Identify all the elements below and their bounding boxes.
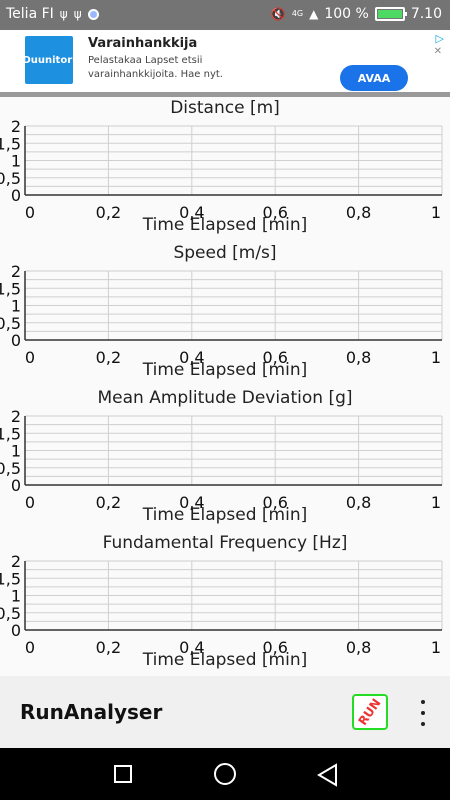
x-axis-label: Time Elapsed [min] [142, 505, 308, 525]
chart-plot: 00,511,520 0,2 0,4 0,6 0,8 1 [0, 552, 443, 657]
x-tick-label: 1 [431, 493, 441, 512]
chart-title: Fundamental Frequency [Hz] [102, 533, 348, 553]
y-tick-label: 0,5 [0, 314, 21, 333]
overflow-menu-icon[interactable] [414, 700, 432, 726]
usb-debug-icon: ψ [73, 7, 82, 21]
chart-plot: 00,511,520 0,2 0,4 0,6 0,8 1 [0, 117, 443, 222]
adchoices-icon[interactable]: ▷ [435, 32, 444, 45]
app-notification-icon [87, 8, 99, 20]
y-tick-label: 2 [11, 552, 21, 571]
close-icon[interactable]: ✕ [433, 46, 442, 57]
back-triangle-icon[interactable] [316, 763, 340, 787]
ad-description[interactable]: Pelastakaa Lapset etsii varainhankkijoit… [88, 55, 223, 80]
y-tick-label: 0,5 [0, 169, 21, 188]
status-bar: Telia FI ψ ψ 🔇 4G ▲ 100 % 7.10 [0, 0, 450, 30]
chart-1: Distance [m] 0 0,5 1 1,5 2 0 0,2 0,4 0,6 0,8 1 Time … [0, 98, 450, 243]
chart-title: Speed [m/s] [173, 243, 277, 263]
y-tick-label: 0,5 [0, 604, 21, 623]
ad-open-button[interactable]: AVAA [340, 65, 408, 91]
x-tick-label: 0,6 [262, 203, 287, 222]
x-tick-label: 0,8 [346, 203, 371, 222]
x-tick-label: 0,4 [179, 203, 204, 222]
x-tick-label: 0,2 [96, 493, 121, 512]
x-tick-label: 1 [431, 348, 441, 367]
x-tick-label: 0 [25, 203, 35, 222]
x-tick-label: 0,8 [346, 493, 371, 512]
x-tick-label: 0,6 [262, 348, 287, 367]
x-tick-label: 0,6 [262, 638, 287, 657]
chart-4: Fundamental Frequency [Hz] 0 0,5 1 1,5 2 0 0,2 0… [0, 533, 450, 678]
chart-2: Speed [m/s] 0 0,5 1 1,5 2 0 0,2 0,4 0,6 0,8 1 Time E… [0, 243, 450, 388]
y-tick-label: 2 [11, 117, 21, 136]
y-tick-label: 1,5 [0, 569, 21, 588]
x-tick-label: 0,6 [262, 493, 287, 512]
y-tick-label: 0 [11, 476, 21, 495]
home-circle-icon[interactable] [214, 763, 236, 785]
x-tick-label: 0,2 [96, 203, 121, 222]
y-tick-label: 2 [11, 262, 21, 281]
x-tick-label: 0,8 [346, 348, 371, 367]
ad-divider [0, 92, 450, 97]
clock: 7.10 [410, 6, 442, 22]
x-axis-label: Time Elapsed [min] [142, 215, 308, 235]
x-tick-label: 1 [431, 203, 441, 222]
bottom-app-bar: RunAnalyser RUN [0, 676, 450, 748]
run-button[interactable]: RUN [352, 694, 388, 730]
ad-title[interactable]: Varainhankkija [88, 36, 198, 51]
x-tick-label: 0,4 [179, 493, 204, 512]
x-tick-label: 0,8 [346, 638, 371, 657]
battery-percent: 100 % [324, 6, 369, 22]
chart-3: Mean Amplitude Deviation [g] 0 0,5 1 1,5 2 0 0,… [0, 388, 450, 533]
y-tick-label: 0 [11, 186, 21, 205]
system-nav-bar [0, 748, 450, 800]
x-tick-label: 0,4 [179, 638, 204, 657]
signal-icon: ▲ [309, 7, 319, 21]
x-tick-label: 0,2 [96, 638, 121, 657]
ad-banner[interactable]: Duunitori Varainhankkija Pelastakaa Laps… [0, 30, 450, 92]
y-tick-label: 0,5 [0, 459, 21, 478]
y-tick-label: 1,5 [0, 279, 21, 298]
recents-square-icon[interactable] [114, 765, 132, 783]
x-tick-label: 0,4 [179, 348, 204, 367]
y-tick-label: 0 [11, 621, 21, 640]
y-tick-label: 1 [11, 587, 21, 606]
y-tick-label: 1 [11, 297, 21, 316]
x-tick-label: 0 [25, 638, 35, 657]
x-axis-label: Time Elapsed [min] [142, 360, 308, 380]
mute-icon: 🔇 [270, 7, 286, 21]
chart-plot: 00,511,520 0,2 0,4 0,6 0,8 1 [0, 407, 443, 512]
x-tick-label: 1 [431, 638, 441, 657]
network-type-label: 4G [291, 9, 304, 18]
y-tick-label: 1 [11, 442, 21, 461]
run-button-label: RUN [355, 696, 385, 728]
battery-icon [374, 7, 407, 21]
x-tick-label: 0,2 [96, 348, 121, 367]
chart-title: Distance [m] [170, 98, 280, 118]
x-tick-label: 0 [25, 348, 35, 367]
chart-title: Mean Amplitude Deviation [g] [97, 388, 353, 408]
x-axis-label: Time Elapsed [min] [142, 650, 308, 670]
y-tick-label: 2 [11, 407, 21, 426]
app-title: RunAnalyser [20, 700, 163, 724]
chart-plot: 00,511,520 0,2 0,4 0,6 0,8 1 [0, 262, 443, 367]
y-tick-label: 0 [11, 331, 21, 350]
y-tick-label: 1,5 [0, 134, 21, 153]
usb-icon: ψ [59, 7, 68, 21]
x-tick-label: 0 [25, 493, 35, 512]
carrier-label: Telia FI [6, 6, 54, 22]
y-tick-label: 1,5 [0, 424, 21, 443]
ad-logo[interactable]: Duunitori [22, 36, 76, 84]
y-tick-label: 1 [11, 152, 21, 171]
